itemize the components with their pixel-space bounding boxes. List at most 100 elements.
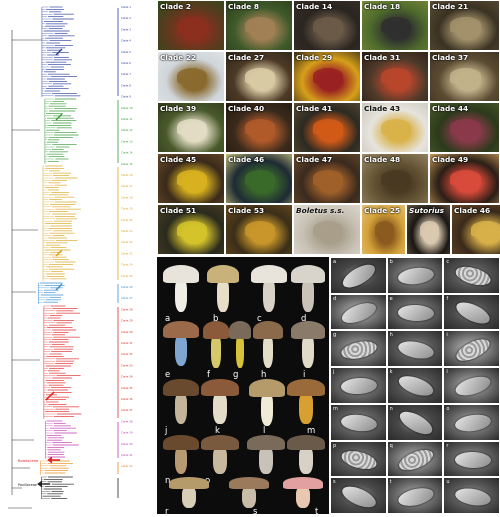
specimen-cap [283, 477, 323, 490]
clade-tag: Clade 39 [121, 431, 133, 435]
clade-tag: Clade 13 [121, 139, 133, 143]
clade-tag: Clade 23 [121, 251, 133, 255]
sem-letter-label: h [389, 332, 393, 339]
phylogenetic-tree: Clade 1 Clade 2 Clade 3 Clade 4 Clade 5 Clade… [8, 5, 133, 509]
specimen-cap [163, 321, 199, 339]
specimen-basidiome [163, 321, 199, 367]
clade-photo-label: Clade 21 [432, 2, 469, 11]
sem-letter-label: s [333, 479, 336, 486]
clade-tag: Clade 21 [121, 229, 133, 233]
specimen-stipe [262, 279, 276, 313]
clade-photo-label: Boletus s.s. [296, 206, 345, 215]
mushroom-cap-shape [245, 119, 275, 135]
sem-spore-image: n [386, 403, 444, 441]
specimen-letter-label: a [165, 314, 171, 324]
clade-tag: Clade 17 [121, 184, 133, 188]
sem-letter-label: d [333, 295, 337, 302]
clade-tag: Clade 26 [121, 285, 133, 289]
clade-photo: Clade 29 [293, 51, 361, 102]
specimen-letter-label: t [315, 507, 319, 517]
sem-spore-image: d [330, 293, 387, 331]
sem-letter-label: g [333, 332, 337, 339]
clade-photo-label: Clade 48 [364, 155, 401, 164]
specimen-stipe [236, 335, 244, 369]
sem-spore-image: l [443, 367, 500, 404]
specimen-stipe [174, 279, 188, 313]
sem-spore-image: b [386, 257, 444, 294]
black-arrow-head [37, 480, 43, 488]
clade-photo-label: Clade 51 [160, 206, 197, 215]
clade-tag: Clade 40 [121, 442, 133, 446]
specimen-stipe [295, 486, 311, 509]
mushroom-cap-shape [381, 68, 411, 84]
specimen-letter-label: i [303, 370, 306, 380]
clade-photo: Clade 40 [225, 102, 293, 153]
specimen-stipe [174, 392, 188, 425]
clade-tag: Clade 42 [121, 464, 133, 468]
clade-photo: Clade 44 [429, 102, 500, 153]
clade-photo: Clade 31 [361, 51, 429, 102]
specimen-cap [163, 265, 199, 284]
sem-letter-label: f [446, 295, 449, 302]
specimen-letter-label: d [301, 314, 307, 324]
spore-shape [339, 260, 380, 293]
clade-photo-label: Clade 39 [160, 104, 197, 113]
specimen-cap [291, 265, 325, 284]
sem-spore-image: j [330, 367, 387, 404]
specimen-letter-label: n [165, 476, 171, 486]
sem-spore-image: e [386, 293, 444, 331]
specimen-basidiome [229, 321, 251, 369]
clade-photo: Clade 49 [429, 153, 500, 204]
clade-tag: Clade 35 [121, 386, 133, 390]
spore-shape [452, 373, 493, 400]
specimen-cap [251, 265, 287, 284]
clade-tag: Clade 37 [121, 408, 133, 412]
specimen-cap [229, 321, 251, 340]
clade-tag: Clade 1 [121, 5, 131, 9]
specimen-basidiome [201, 435, 239, 475]
mushroom-cap-shape [245, 68, 275, 84]
specimen-stipe [213, 392, 227, 425]
clade-photo: Clade 46 [225, 153, 293, 204]
specimen-letter-label: f [207, 370, 210, 380]
tree-label-paxillaceae: Paxillaceae [18, 483, 37, 487]
specimen-cap [201, 379, 239, 397]
sem-letter-label: l [446, 369, 448, 376]
specimen-basidiome [247, 435, 285, 475]
tree-clade-group-4 [43, 305, 119, 419]
clade-tag: Clade 10 [121, 106, 133, 110]
mushroom-cap-shape [449, 170, 482, 186]
specimen-cap [253, 321, 283, 340]
tree-clade-group-6 [40, 460, 119, 475]
clade-photo-label: Clade 44 [432, 104, 469, 113]
clade-photo: Sutorius [406, 204, 451, 255]
clade-photo: Clade 46 [451, 204, 500, 255]
spore-shape [340, 377, 378, 396]
mushroom-cap-shape [177, 170, 207, 186]
clade-tag: Clade 15 [121, 162, 133, 166]
sem-spore-image: u [443, 477, 500, 514]
clade-tag: Clade 5 [121, 50, 131, 54]
clade-arrow [55, 48, 63, 56]
specimen-basidiome [169, 477, 209, 509]
clade-photo-label: Clade 14 [296, 2, 333, 11]
sem-letter-label: b [389, 259, 393, 265]
clade-tag: Clade 9 [121, 95, 131, 99]
specimen-cap [163, 435, 199, 451]
specimen-stipe [262, 335, 274, 369]
clade-tag: Clade 36 [121, 397, 133, 401]
clade-photo: Clade 27 [225, 51, 293, 102]
sem-spore-image: q [386, 440, 444, 478]
clade-tag: Clade 34 [121, 375, 133, 379]
clade-photo: Clade 51 [157, 204, 225, 255]
sem-letter-label: q [389, 442, 393, 449]
specimen-letter-label: l [263, 426, 266, 436]
specimen-cap [249, 379, 285, 398]
spore-shape [339, 299, 380, 328]
mushroom-cap-shape [177, 68, 207, 84]
specimen-basidiome [163, 379, 199, 425]
clade-photo: Clade 8 [225, 0, 293, 51]
clade-tag: Clade 8 [121, 83, 131, 87]
clade-tag: Clade 38 [121, 419, 133, 423]
sem-spore-image: k [386, 367, 444, 404]
